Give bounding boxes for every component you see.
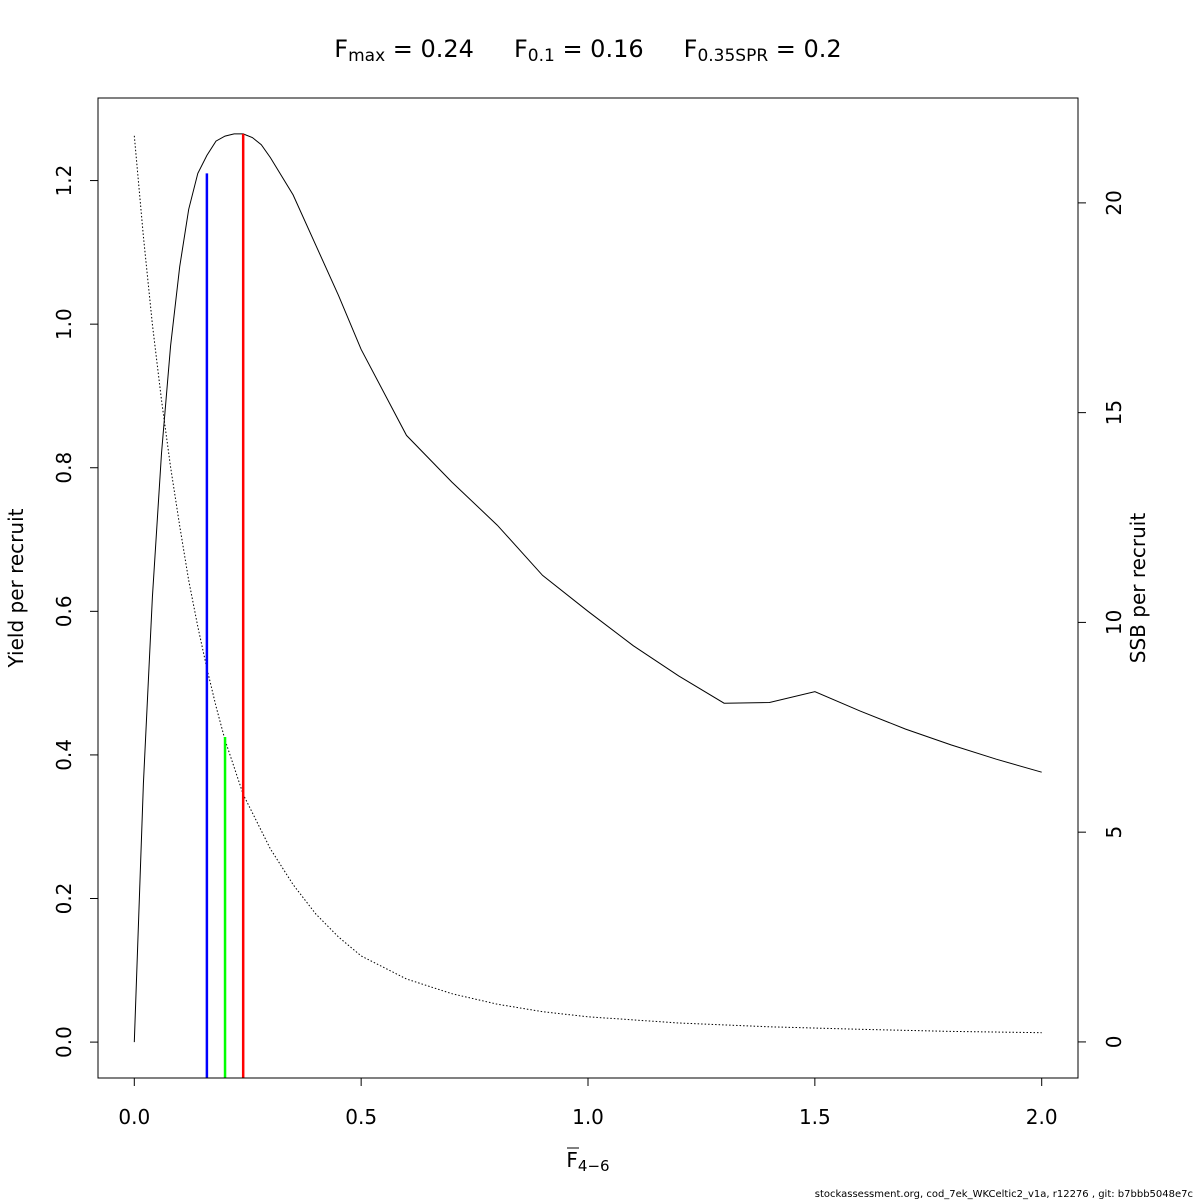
x-tick-label: 0.0 <box>118 1105 150 1129</box>
y2-axis-title: SSB per recruit <box>1126 513 1150 664</box>
svg-text:F4−6: F4−6 <box>566 1148 609 1175</box>
series-layer <box>133 133 1042 1043</box>
title-fmax-value: = 0.24 <box>385 35 474 63</box>
y2-tick-label: 15 <box>1102 400 1126 425</box>
plot-frame <box>97 97 1079 1079</box>
x-axis: 0.0 0.5 1.0 1.5 2.0 <box>118 1077 1058 1129</box>
y2-tick-label: 0 <box>1102 1036 1126 1049</box>
y-tick-label: 0.6 <box>52 595 76 627</box>
title-fmax-sub: max <box>348 46 385 66</box>
x-axis-title: F4−6 <box>566 1147 610 1175</box>
title-fspr-sub: 0.35SPR <box>697 46 768 66</box>
title-f01-value: = 0.16 <box>555 35 644 63</box>
x-tick-label: 1.0 <box>572 1105 604 1129</box>
x-tick-label: 0.5 <box>345 1105 377 1129</box>
x-tick-label: 1.5 <box>799 1105 831 1129</box>
footer-credit: stockassessment.org, cod_7ek_WKCeltic2_v… <box>815 1189 1193 1200</box>
title-f01-base: F <box>514 35 528 63</box>
y-axis-right: 0 5 10 15 20 <box>1077 190 1126 1049</box>
y-tick-label: 1.0 <box>52 308 76 340</box>
y2-tick-label: 5 <box>1102 826 1126 839</box>
x-tick-label: 2.0 <box>1026 1105 1058 1129</box>
y2-tick-label: 20 <box>1102 190 1126 215</box>
x-axis-title-base: F <box>566 1148 578 1172</box>
y-tick-label: 0.8 <box>52 452 76 484</box>
y2-tick-label: 10 <box>1102 610 1126 635</box>
title-fmax-base: F <box>334 35 348 63</box>
x-axis-title-sub: 4−6 <box>578 1157 610 1175</box>
y-tick-label: 1.2 <box>52 165 76 197</box>
yield-per-recruit-curve <box>133 133 1042 1043</box>
ssb-per-recruit-curve <box>133 135 1042 1034</box>
reference-lines <box>205 133 245 1078</box>
chart-title: Fmax = 0.24 F0.1 = 0.16 F0.35SPR = 0.2 <box>334 35 841 66</box>
title-fspr-value: = 0.2 <box>768 35 842 63</box>
title-f01-sub: 0.1 <box>528 46 555 66</box>
y-axis-title: Yield per recruit <box>4 508 28 668</box>
y-axis-left: 0.0 0.2 0.4 0.6 0.8 1.0 1.2 <box>52 165 99 1058</box>
title-fspr-base: F <box>684 35 698 63</box>
y-tick-label: 0.0 <box>52 1026 76 1058</box>
y-tick-label: 0.2 <box>52 883 76 915</box>
y-tick-label: 0.4 <box>52 739 76 771</box>
